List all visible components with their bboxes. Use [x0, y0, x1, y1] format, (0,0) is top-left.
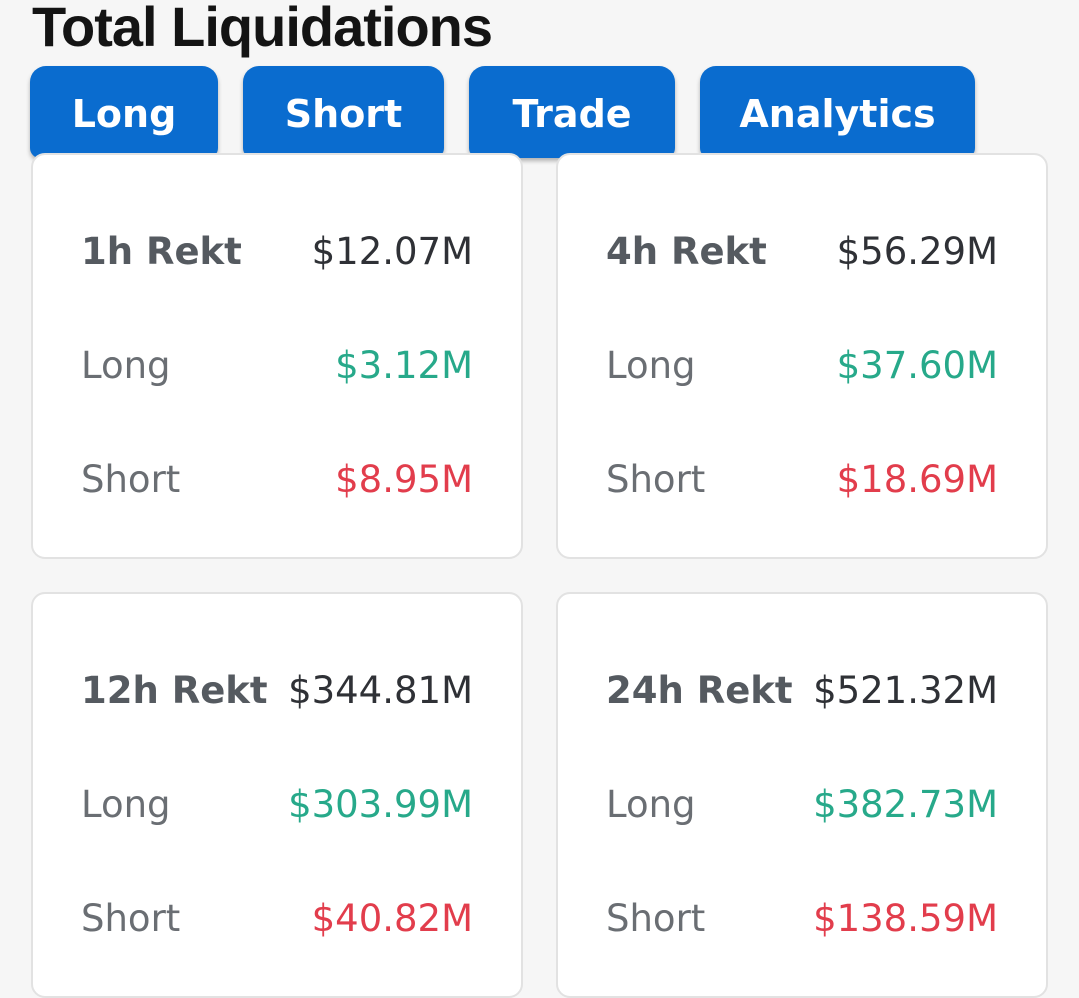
short-row: Short $40.82M [81, 890, 473, 946]
short-label: Short [606, 457, 706, 501]
long-row: Long $303.99M [81, 776, 473, 832]
short-value: $138.59M [813, 896, 998, 940]
long-row: Long $37.60M [606, 337, 998, 393]
rekt-total-row: 1h Rekt $12.07M [81, 223, 473, 279]
short-value: $8.95M [335, 457, 473, 501]
long-row: Long $3.12M [81, 337, 473, 393]
total-value: $521.32M [813, 668, 998, 712]
tab-long[interactable]: Long [30, 66, 218, 158]
short-label: Short [606, 896, 706, 940]
period-label: 12h Rekt [81, 668, 268, 712]
period-label: 4h Rekt [606, 229, 767, 273]
long-value: $303.99M [288, 782, 473, 826]
short-row: Short $8.95M [81, 451, 473, 507]
rekt-total-row: 12h Rekt $344.81M [81, 662, 473, 718]
rekt-total-row: 4h Rekt $56.29M [606, 223, 998, 279]
long-label: Long [81, 343, 171, 387]
long-row: Long $382.73M [606, 776, 998, 832]
short-row: Short $18.69M [606, 451, 998, 507]
short-value: $40.82M [311, 896, 473, 940]
liquidation-card-1h: 1h Rekt $12.07M Long $3.12M Short $8.95M [31, 153, 523, 559]
total-value: $56.29M [836, 229, 998, 273]
long-label: Long [81, 782, 171, 826]
long-value: $37.60M [836, 343, 998, 387]
long-value: $3.12M [335, 343, 473, 387]
tab-analytics[interactable]: Analytics [700, 66, 975, 158]
total-value: $344.81M [288, 668, 473, 712]
liquidation-card-12h: 12h Rekt $344.81M Long $303.99M Short $4… [31, 592, 523, 998]
period-label: 1h Rekt [81, 229, 242, 273]
liquidation-card-24h: 24h Rekt $521.32M Long $382.73M Short $1… [556, 592, 1048, 998]
long-label: Long [606, 782, 696, 826]
long-value: $382.73M [813, 782, 998, 826]
total-value: $12.07M [311, 229, 473, 273]
long-label: Long [606, 343, 696, 387]
short-row: Short $138.59M [606, 890, 998, 946]
short-label: Short [81, 457, 181, 501]
tab-short[interactable]: Short [243, 66, 444, 158]
liquidation-card-4h: 4h Rekt $56.29M Long $37.60M Short $18.6… [556, 153, 1048, 559]
rekt-total-row: 24h Rekt $521.32M [606, 662, 998, 718]
period-label: 24h Rekt [606, 668, 793, 712]
tab-trade[interactable]: Trade [469, 66, 675, 158]
page-title: Total Liquidations [32, 0, 493, 58]
short-label: Short [81, 896, 181, 940]
short-value: $18.69M [836, 457, 998, 501]
